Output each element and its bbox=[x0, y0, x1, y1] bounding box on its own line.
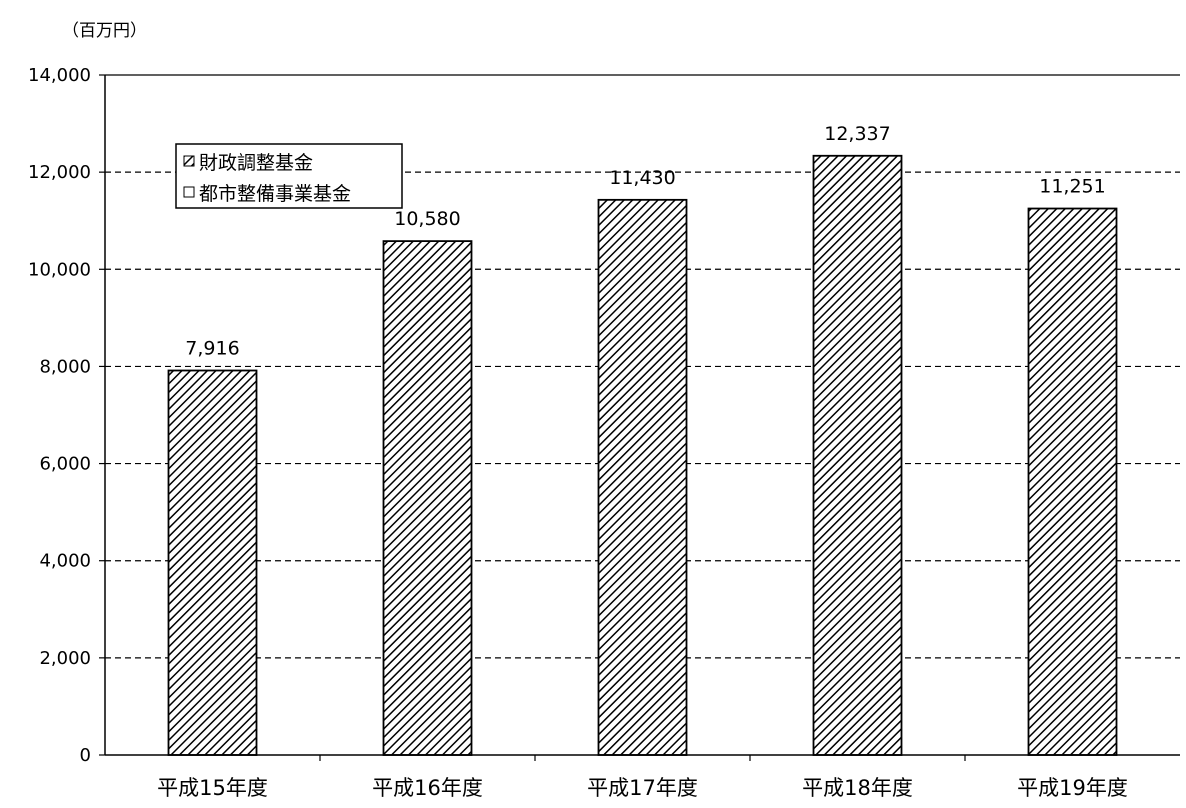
y-tick-label: 4,000 bbox=[39, 551, 91, 572]
labels: 0 2,000 4,000 6,000 8,000 10,000 12,000 14,000 7… bbox=[28, 65, 1128, 800]
y-tick-label: 0 bbox=[80, 745, 91, 766]
legend-label-series-1: 財政調整基金 bbox=[199, 152, 313, 174]
data-label: 11,251 bbox=[1039, 176, 1105, 198]
gridlines bbox=[105, 74, 1180, 659]
legend: 財政調整基金 都市整備事業基金 bbox=[175, 143, 403, 209]
y-tick-label: 8,000 bbox=[39, 356, 91, 377]
legend-box bbox=[175, 143, 403, 209]
legend-label-series-2: 都市整備事業基金 bbox=[199, 183, 351, 205]
bar bbox=[1027, 207, 1118, 756]
y-tick-label: 2,000 bbox=[39, 648, 91, 669]
x-category-label: 平成15年度 bbox=[157, 776, 268, 800]
bar bbox=[382, 240, 473, 756]
x-category-label: 平成16年度 bbox=[372, 776, 483, 800]
data-label: 12,337 bbox=[824, 123, 890, 145]
axes bbox=[99, 74, 1180, 761]
legend-swatch-series-1 bbox=[183, 155, 195, 167]
data-label: 11,430 bbox=[609, 167, 675, 189]
bar bbox=[167, 369, 258, 756]
y-tick-label: 6,000 bbox=[39, 454, 91, 475]
x-category-label: 平成17年度 bbox=[587, 776, 698, 800]
x-category-label: 平成18年度 bbox=[802, 776, 913, 800]
y-tick-label: 14,000 bbox=[28, 65, 91, 86]
y-axis-unit-label: （百万円） bbox=[62, 21, 147, 41]
bar bbox=[597, 198, 688, 756]
bars bbox=[167, 154, 1118, 756]
bar bbox=[812, 154, 903, 756]
data-label: 10,580 bbox=[394, 208, 460, 230]
y-tick-label: 12,000 bbox=[28, 162, 91, 183]
x-category-label: 平成19年度 bbox=[1017, 776, 1128, 800]
legend-swatch-series-2 bbox=[183, 186, 195, 198]
y-tick-label: 10,000 bbox=[28, 259, 91, 280]
data-label: 7,916 bbox=[185, 338, 239, 360]
